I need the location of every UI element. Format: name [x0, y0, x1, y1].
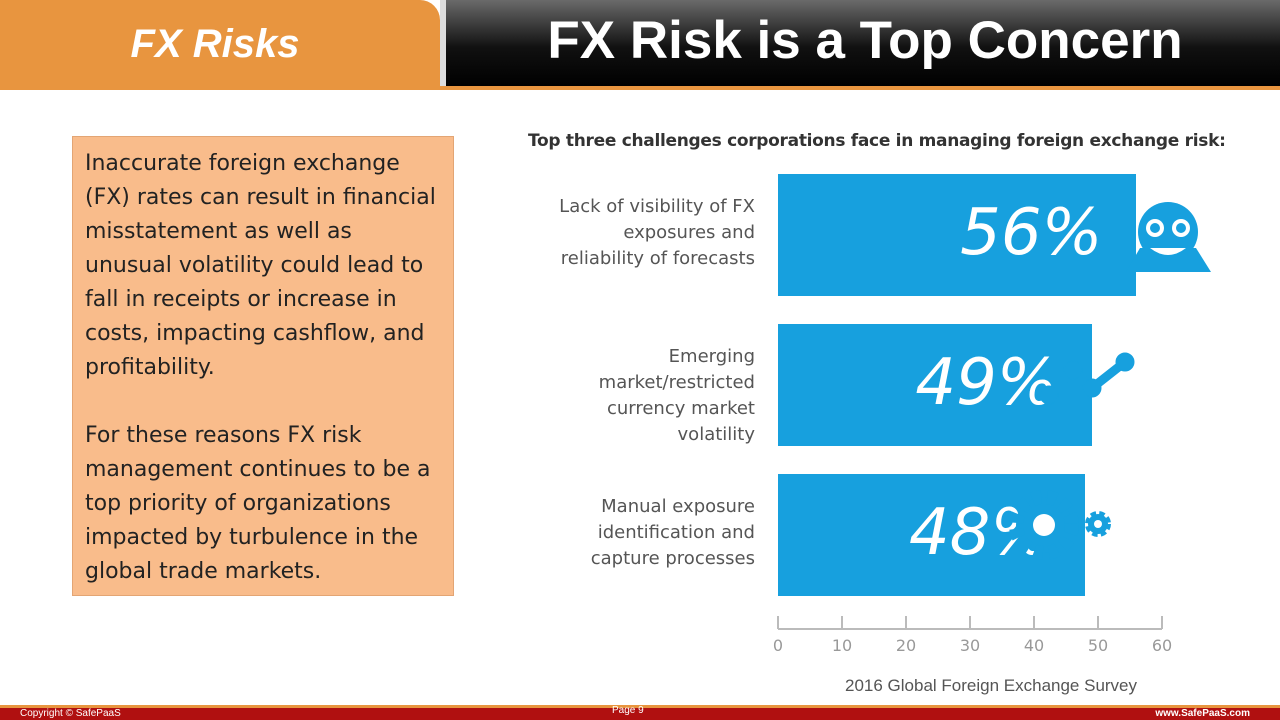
- bar: [778, 324, 1092, 446]
- x-tick: [1097, 616, 1099, 629]
- x-tick: [1033, 616, 1035, 629]
- slide-title: FX Risk is a Top Concern: [547, 11, 1183, 70]
- paragraph: Inaccurate foreign exchange (FX) rates c…: [85, 151, 436, 380]
- header-rule: [0, 86, 1280, 90]
- gear-icon: [1009, 490, 1111, 560]
- website: www.SafePaaS.com: [1155, 708, 1250, 719]
- text-box: Inaccurate foreign exchange (FX) rates c…: [72, 136, 454, 596]
- person-icon: [1126, 202, 1211, 272]
- x-tick-label: 10: [831, 636, 853, 655]
- chart-title: Top three challenges corporations face i…: [528, 131, 1226, 151]
- footer-bar: [0, 705, 1280, 720]
- x-axis-line: [778, 628, 1162, 630]
- section-label: FX Risks: [130, 22, 300, 66]
- section-tab: [0, 0, 440, 90]
- category-label: Emerging market/restricted currency mark…: [598, 346, 755, 445]
- value-label: 56%: [960, 196, 1103, 270]
- x-tick-label: 30: [959, 636, 981, 655]
- paragraph: For these reasons FX risk management con…: [85, 423, 431, 584]
- category-label: Manual exposure identification and captu…: [590, 496, 755, 569]
- copyright: Copyright © SafePaaS: [20, 708, 121, 719]
- bar: [778, 174, 1137, 296]
- x-tick: [905, 616, 907, 629]
- page-number: Page 9: [612, 705, 644, 716]
- title-band: [440, 0, 1280, 86]
- x-tick-label: 20: [895, 636, 917, 655]
- x-tick-label: 40: [1023, 636, 1045, 655]
- x-tick-label: 50: [1087, 636, 1109, 655]
- x-tick: [1161, 616, 1163, 629]
- trend-icon: [1039, 352, 1135, 405]
- value-label: 49%: [915, 346, 1058, 420]
- x-tick: [969, 616, 971, 629]
- x-tick-label: 60: [1151, 636, 1173, 655]
- x-tick: [777, 616, 779, 629]
- x-tick: [841, 616, 843, 629]
- x-tick-label: 0: [772, 636, 784, 655]
- category-label: Lack of visibility of FX exposures and r…: [559, 196, 755, 269]
- source-note: 2016 Global Foreign Exchange Survey: [845, 676, 1138, 695]
